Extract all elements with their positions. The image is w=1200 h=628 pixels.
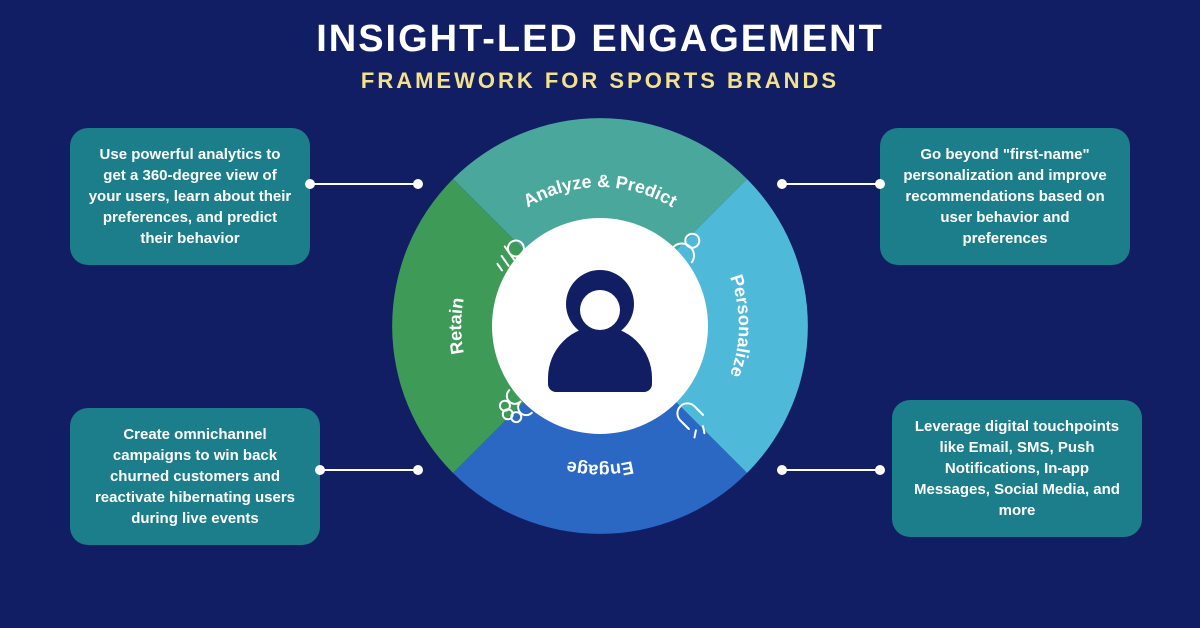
card-retain: Create omnichannel campaigns to win back…: [70, 408, 320, 545]
framework-wheel: Analyze & Predict Personalize Engage Ret…: [390, 116, 810, 536]
page-subtitle: FRAMEWORK FOR SPORTS BRANDS: [0, 68, 1200, 94]
card-engage: Leverage digital touchpoints like Email,…: [892, 400, 1142, 537]
card-analyze: Use powerful analytics to get a 360-degr…: [70, 128, 310, 265]
card-personalize: Go beyond "first-name" personalization a…: [880, 128, 1130, 265]
page-title: INSIGHT-LED ENGAGEMENT: [0, 18, 1200, 61]
label-retain: Retain: [445, 296, 468, 356]
